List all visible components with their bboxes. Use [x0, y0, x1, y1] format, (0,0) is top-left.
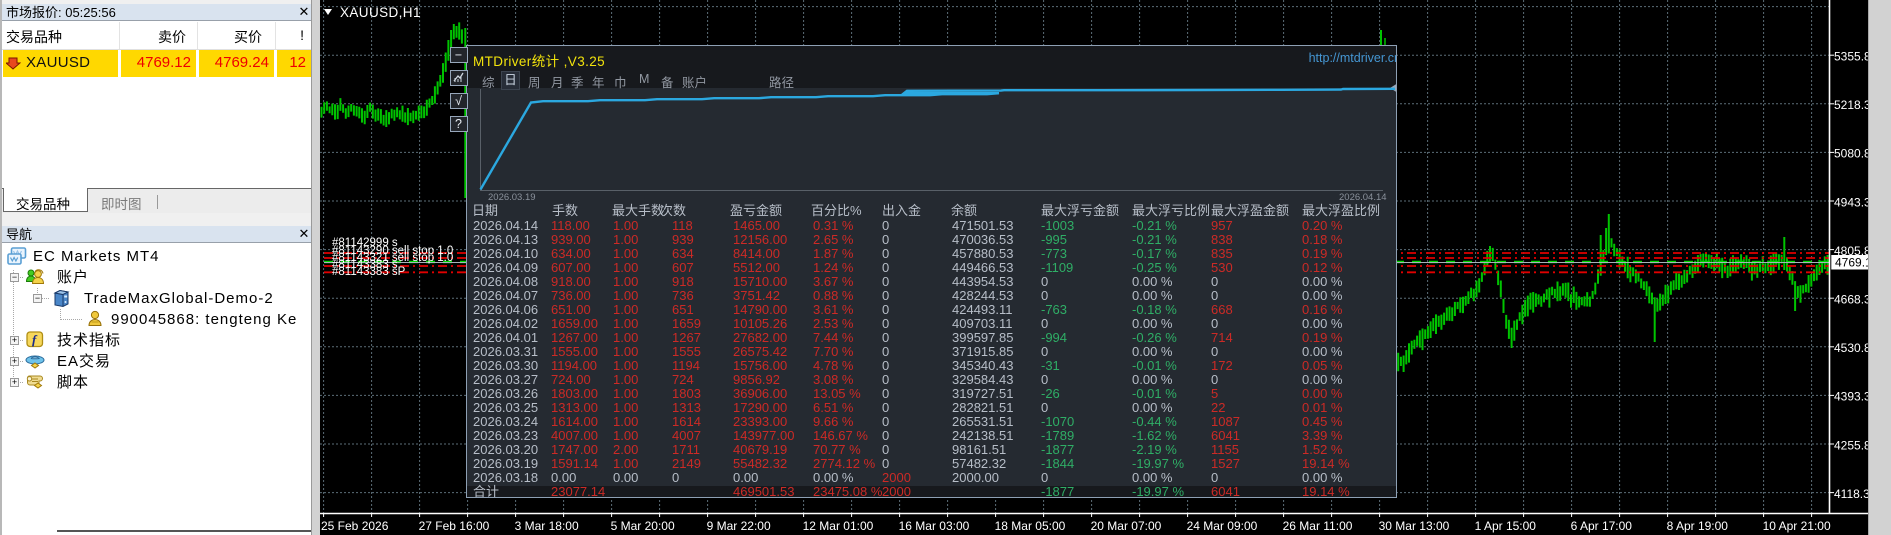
svg-text:#81143290 sell stop 1.0: #81143290 sell stop 1.0 [332, 245, 453, 257]
svg-text:10 Apr 21:00: 10 Apr 21:00 [1763, 519, 1831, 533]
svg-text:XAUUSD,H1: XAUUSD,H1 [340, 5, 421, 20]
svg-text:f: f [32, 332, 38, 347]
svg-text:25 Feb 2026: 25 Feb 2026 [321, 519, 389, 533]
svg-text:16 Mar 03:00: 16 Mar 03:00 [899, 519, 970, 533]
svg-text:30 Mar 13:00: 30 Mar 13:00 [1379, 519, 1450, 533]
svg-text:4118.3: 4118.3 [1834, 487, 1868, 501]
svg-text:4530.8: 4530.8 [1834, 341, 1868, 355]
svg-text:12 Mar 01:00: 12 Mar 01:00 [803, 519, 874, 533]
svg-text:1 Apr 15:00: 1 Apr 15:00 [1475, 519, 1537, 533]
svg-text:4668.3: 4668.3 [1834, 293, 1868, 307]
svg-text:24 Mar 09:00: 24 Mar 09:00 [1187, 519, 1258, 533]
svg-text:5218.3: 5218.3 [1834, 98, 1868, 112]
svg-text:4769.12: 4769.12 [1835, 256, 1868, 270]
svg-text:6 Apr 17:00: 6 Apr 17:00 [1571, 519, 1633, 533]
svg-text:#81142999 s: #81142999 s [332, 237, 398, 249]
svg-text:5 Mar 20:00: 5 Mar 20:00 [611, 519, 675, 533]
svg-text:4393.3: 4393.3 [1834, 390, 1868, 404]
svg-text:3 Mar 18:00: 3 Mar 18:00 [515, 519, 579, 533]
svg-text:5355.8: 5355.8 [1834, 50, 1868, 64]
svg-text:27 Feb 16:00: 27 Feb 16:00 [419, 519, 490, 533]
svg-text:#81143383 sP: #81143383 sP [332, 266, 406, 278]
svg-text:18 Mar 05:00: 18 Mar 05:00 [995, 519, 1066, 533]
svg-text:8 Apr 19:00: 8 Apr 19:00 [1667, 519, 1729, 533]
svg-text:4255.8: 4255.8 [1834, 438, 1868, 452]
svg-text:26 Mar 11:00: 26 Mar 11:00 [1283, 519, 1353, 533]
svg-text:4943.3: 4943.3 [1834, 195, 1868, 209]
svg-text:20 Mar 07:00: 20 Mar 07:00 [1091, 519, 1162, 533]
svg-text:4805.8: 4805.8 [1834, 244, 1868, 258]
svg-text:5080.8: 5080.8 [1834, 147, 1868, 161]
svg-text:#81143321 sell stop 1.0: #81143321 sell stop 1.0 [332, 252, 453, 264]
svg-text:#81143383 s: #81143383 s [332, 259, 398, 271]
svg-text:9 Mar 22:00: 9 Mar 22:00 [707, 519, 771, 533]
